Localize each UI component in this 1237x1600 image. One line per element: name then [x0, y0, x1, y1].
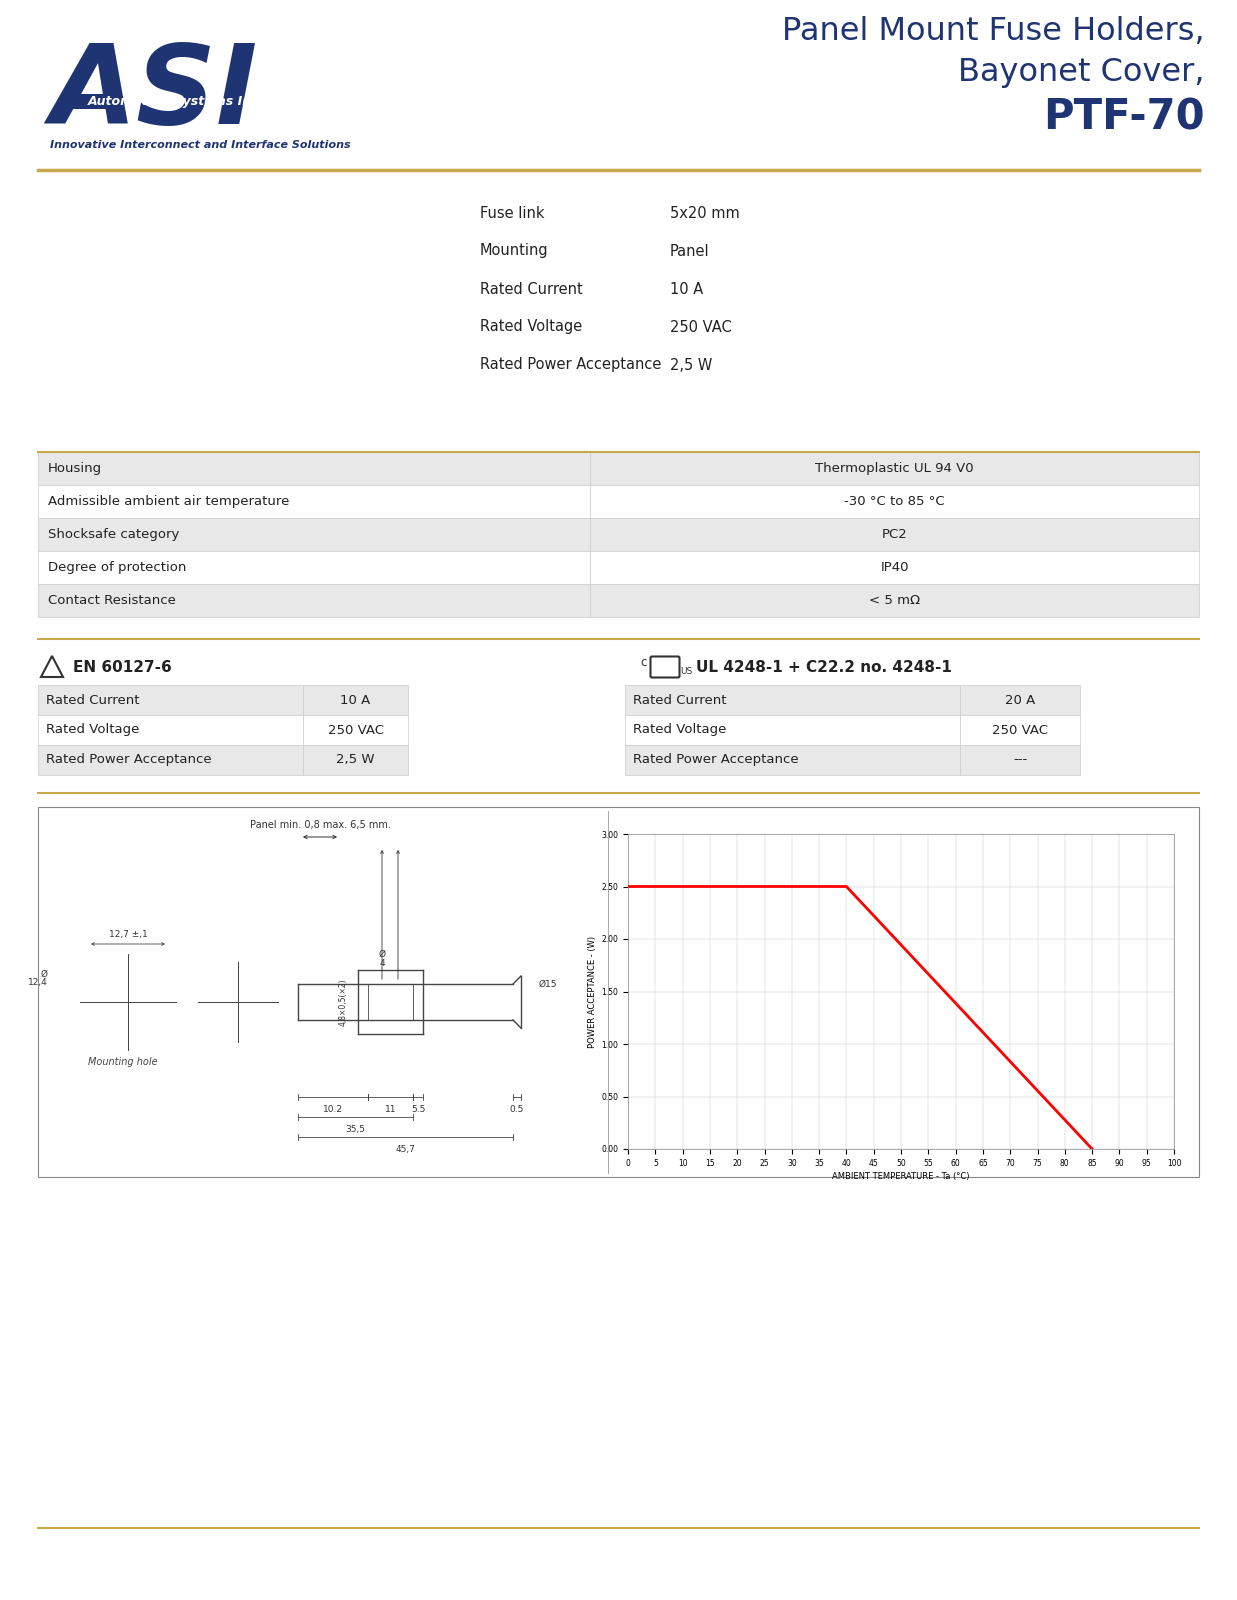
- Circle shape: [259, 974, 265, 981]
- Text: -30 °C to 85 °C: -30 °C to 85 °C: [844, 494, 945, 509]
- Bar: [590, 485, 1199, 518]
- Text: Ø: Ø: [379, 949, 386, 958]
- Bar: [590, 451, 1199, 485]
- Circle shape: [212, 974, 216, 981]
- Text: Panel: Panel: [670, 243, 710, 259]
- Text: Ø15: Ø15: [539, 979, 558, 989]
- Text: 4: 4: [380, 960, 385, 968]
- Text: Rated Power Acceptance: Rated Power Acceptance: [480, 357, 662, 373]
- Bar: [38, 746, 303, 774]
- FancyBboxPatch shape: [651, 656, 679, 677]
- Y-axis label: POWER ACCEPTANCE - (W): POWER ACCEPTANCE - (W): [588, 936, 597, 1048]
- Bar: [590, 518, 1199, 550]
- Bar: [38, 485, 590, 518]
- Text: 10.2: 10.2: [323, 1106, 343, 1114]
- Text: Rated Current: Rated Current: [633, 693, 726, 707]
- Text: 5.5: 5.5: [411, 1106, 426, 1114]
- Bar: [625, 715, 960, 746]
- Text: Mounting: Mounting: [480, 243, 549, 259]
- Bar: [590, 584, 1199, 618]
- Circle shape: [259, 1022, 265, 1029]
- Text: Rated Current: Rated Current: [480, 282, 583, 296]
- Bar: [625, 746, 960, 774]
- Text: US: US: [680, 667, 693, 677]
- Text: Panel Mount Fuse Holders,: Panel Mount Fuse Holders,: [782, 16, 1205, 48]
- Text: 0.5: 0.5: [510, 1106, 524, 1114]
- Text: Admissible ambient air temperature: Admissible ambient air temperature: [48, 494, 289, 509]
- Text: 11: 11: [385, 1106, 396, 1114]
- Text: ASI: ASI: [49, 40, 257, 147]
- Text: UL 4248-1 + C22.2 no. 4248-1: UL 4248-1 + C22.2 no. 4248-1: [696, 659, 952, 675]
- Text: Housing: Housing: [48, 462, 103, 475]
- Text: ---: ---: [1013, 754, 1027, 766]
- Bar: [38, 550, 590, 584]
- Text: PC2: PC2: [882, 528, 908, 541]
- Text: 2,5 W: 2,5 W: [670, 357, 713, 373]
- Text: < 5 mΩ: < 5 mΩ: [868, 594, 920, 606]
- Bar: [625, 685, 960, 715]
- Text: PTF-70: PTF-70: [1043, 98, 1205, 139]
- Text: Automation Systems Interconnect, Inc: Automation Systems Interconnect, Inc: [88, 96, 359, 109]
- X-axis label: AMBIENT TEMPERATURE - Ta (°C): AMBIENT TEMPERATURE - Ta (°C): [833, 1171, 970, 1181]
- Text: UL: UL: [658, 662, 672, 672]
- Bar: [303, 715, 408, 746]
- Text: Bayonet Cover,: Bayonet Cover,: [959, 56, 1205, 88]
- Text: Shocksafe category: Shocksafe category: [48, 528, 179, 541]
- Text: 2,5 W: 2,5 W: [336, 754, 375, 766]
- Text: Mounting hole: Mounting hole: [88, 1058, 158, 1067]
- Text: c: c: [640, 656, 647, 669]
- Text: 10 A: 10 A: [340, 693, 371, 707]
- Text: 250 VAC: 250 VAC: [992, 723, 1048, 736]
- Text: Fuse link: Fuse link: [480, 205, 544, 221]
- Text: 250 VAC: 250 VAC: [328, 723, 383, 736]
- Text: Rated Voltage: Rated Voltage: [480, 320, 583, 334]
- Text: Rated Power Acceptance: Rated Power Acceptance: [46, 754, 212, 766]
- Text: Panel min. 0,8 max. 6,5 mm.: Panel min. 0,8 max. 6,5 mm.: [250, 819, 391, 830]
- Circle shape: [212, 1022, 216, 1029]
- Text: Degree of protection: Degree of protection: [48, 562, 187, 574]
- Bar: [38, 685, 303, 715]
- Text: Innovative Interconnect and Interface Solutions: Innovative Interconnect and Interface So…: [49, 141, 350, 150]
- Bar: [590, 550, 1199, 584]
- Text: Rated Voltage: Rated Voltage: [46, 723, 140, 736]
- Text: 45,7: 45,7: [396, 1146, 416, 1154]
- Text: !: !: [49, 664, 54, 672]
- Bar: [303, 685, 408, 715]
- Text: 35,5: 35,5: [345, 1125, 365, 1134]
- Bar: [960, 746, 1080, 774]
- Text: Rated Power Acceptance: Rated Power Acceptance: [633, 754, 799, 766]
- Text: 4,8×0,5(×2): 4,8×0,5(×2): [339, 978, 348, 1026]
- Text: 5x20 mm: 5x20 mm: [670, 205, 740, 221]
- Bar: [38, 806, 1199, 1178]
- Text: 12,7 ±,1: 12,7 ±,1: [109, 930, 147, 939]
- Bar: [960, 685, 1080, 715]
- Text: Ø: Ø: [41, 970, 48, 979]
- Text: Contact Resistance: Contact Resistance: [48, 594, 176, 606]
- Bar: [38, 584, 590, 618]
- Bar: [38, 715, 303, 746]
- Text: 20 A: 20 A: [1004, 693, 1035, 707]
- Text: 10 A: 10 A: [670, 282, 704, 296]
- Text: EN 60127-6: EN 60127-6: [73, 659, 172, 675]
- Bar: [38, 451, 590, 485]
- Bar: [303, 746, 408, 774]
- Bar: [38, 518, 590, 550]
- Text: 12,4: 12,4: [28, 978, 48, 987]
- Text: IP40: IP40: [881, 562, 909, 574]
- Text: Rated Current: Rated Current: [46, 693, 140, 707]
- Bar: [38, 174, 468, 440]
- Bar: [960, 715, 1080, 746]
- Text: 250 VAC: 250 VAC: [670, 320, 732, 334]
- Text: Rated Voltage: Rated Voltage: [633, 723, 726, 736]
- Text: Thermoplastic UL 94 V0: Thermoplastic UL 94 V0: [815, 462, 974, 475]
- Polygon shape: [41, 656, 63, 677]
